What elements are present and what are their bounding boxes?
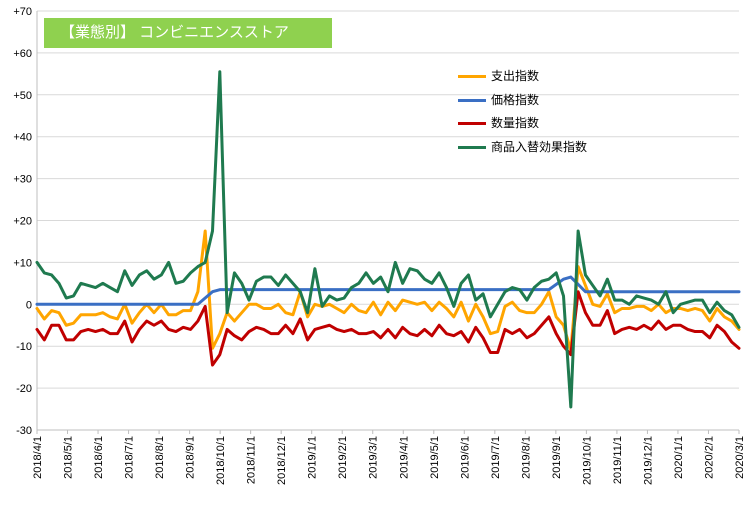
gridlines — [37, 10, 739, 431]
x-tick-label: 2018/8/1 — [154, 436, 166, 479]
y-tick-label: +70 — [13, 6, 32, 18]
legend-item-product-replacement: 商品入替効果指数 — [458, 137, 608, 161]
x-tick-label: 2019/2/1 — [337, 436, 349, 479]
x-tick-label: 2018/10/1 — [215, 436, 227, 485]
x-tick-label: 2019/7/1 — [490, 436, 502, 479]
y-tick-label: +20 — [13, 216, 32, 228]
y-tick-label: 0 — [26, 299, 32, 311]
x-tick-label: 2019/5/1 — [429, 436, 441, 479]
x-tick-label: 2019/12/1 — [642, 436, 654, 485]
y-tick-label: -30 — [16, 425, 32, 437]
x-tick-label: 2018/9/1 — [185, 436, 197, 479]
legend-item-spending: 支出指数 — [458, 66, 608, 90]
legend-item-price: 価格指数 — [458, 90, 608, 114]
legend-swatch-quantity — [458, 122, 486, 125]
y-tick-label: +10 — [13, 257, 32, 269]
series-lines — [35, 70, 741, 409]
x-tick-label: 2019/10/1 — [581, 436, 593, 485]
chart-title: 【業態別】 コンビニエンスストア — [44, 18, 332, 48]
legend-label-price: 価格指数 — [491, 92, 540, 107]
x-tick-label: 2018/12/1 — [276, 436, 288, 485]
y-tick-label: +40 — [13, 132, 32, 144]
series-line-1 — [35, 275, 741, 306]
y-tick-label: -10 — [16, 341, 32, 353]
y-tick-label: -20 — [16, 383, 32, 395]
x-tick-label: 2018/6/1 — [93, 436, 105, 479]
x-tick-label: 2019/3/1 — [368, 436, 380, 479]
y-tick-label: +60 — [13, 48, 32, 60]
legend-label-spending: 支出指数 — [491, 69, 540, 83]
legend-swatch-spending — [458, 75, 486, 78]
x-tick-label: 2018/5/1 — [63, 436, 75, 479]
series-line-0 — [35, 229, 741, 352]
x-tick-label: 2020/1/1 — [673, 436, 685, 479]
x-tick-label: 2019/1/1 — [307, 436, 319, 479]
y-tick-label: +50 — [13, 90, 32, 102]
x-tick-label: 2020/3/1 — [734, 436, 745, 479]
x-tick-label: 2018/11/1 — [246, 436, 258, 484]
y-tick-label: +30 — [13, 174, 32, 186]
x-tick-label: 2018/7/1 — [124, 436, 136, 479]
x-tick-label: 2019/6/1 — [459, 436, 471, 479]
x-tick-label: 2018/4/1 — [32, 436, 44, 479]
legend-swatch-product-replacement — [458, 145, 486, 149]
x-tick-label: 2019/9/1 — [551, 436, 563, 479]
x-tick-label: 2019/4/1 — [398, 436, 410, 479]
x-tick-label: 2019/8/1 — [520, 436, 532, 479]
series-line-3 — [35, 70, 741, 409]
series-line-2 — [35, 290, 741, 367]
legend-swatch-price — [458, 98, 486, 102]
legend-label-product-replacement: 商品入替効果指数 — [491, 139, 588, 154]
x-tick-label: 2020/2/1 — [703, 436, 715, 479]
legend: 支出指数 価格指数 数量指数 商品入替効果指数 — [458, 66, 608, 160]
legend-item-quantity: 数量指数 — [458, 113, 608, 137]
legend-label-quantity: 数量指数 — [491, 116, 540, 130]
x-tick-label: 2019/11/1 — [612, 436, 624, 484]
